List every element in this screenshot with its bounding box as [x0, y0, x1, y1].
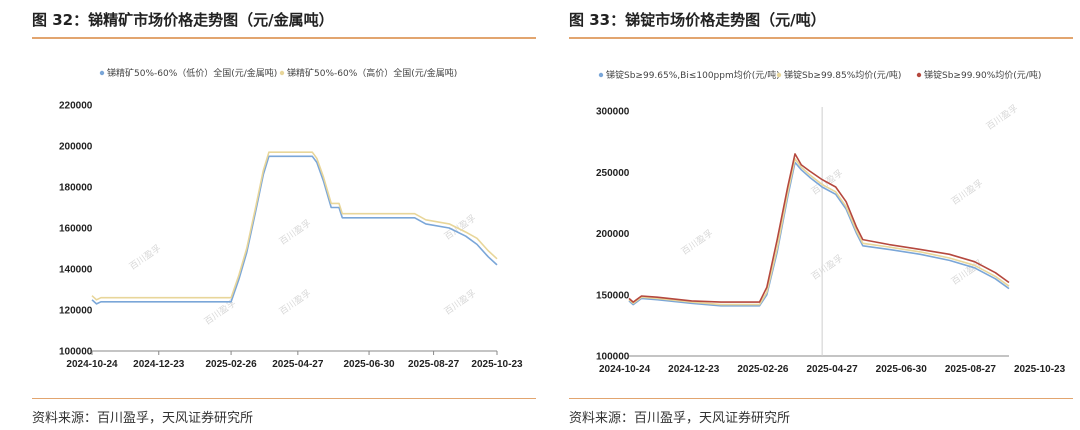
watermark-text: 百川盈孚	[809, 252, 845, 282]
x-tick-label: 2025-04-27	[807, 364, 859, 375]
legend-label: 锑精矿50%-60%（低价）全国(元/金属吨)	[107, 67, 277, 79]
y-tick-label: 220000	[59, 101, 93, 112]
price-line-chart: 百川盈孚百川盈孚百川盈孚百川盈孚百川盈孚百川盈孚1000001200001400…	[59, 67, 523, 370]
watermark-text: 百川盈孚	[277, 287, 313, 317]
y-tick-label: 120000	[59, 306, 93, 317]
x-tick-label: 2024-10-24	[599, 364, 651, 375]
x-tick-label: 2025-02-26	[737, 364, 789, 375]
figure-title: 图 33：锑锭市场价格走势图（元/吨）	[569, 11, 826, 29]
legend-label: 锑锭Sb≥99.90%均价(元/吨)	[924, 69, 1041, 81]
y-tick-label: 160000	[59, 224, 93, 235]
legend-marker	[598, 72, 604, 78]
legend-label: 锑锭Sb≥99.85%均价(元/吨)	[784, 69, 901, 81]
source-rule	[32, 398, 536, 399]
x-tick-label: 2025-02-26	[206, 359, 258, 370]
watermark-text: 百川盈孚	[442, 287, 478, 317]
x-tick-label: 2025-08-27	[945, 364, 997, 375]
y-tick-label: 200000	[596, 229, 630, 240]
watermark-text: 百川盈孚	[984, 102, 1020, 132]
legend-label: 锑精矿50%-60%（高价）全国(元/金属吨)	[287, 67, 457, 79]
x-tick-label: 2025-10-23	[471, 359, 523, 370]
x-tick-label: 2025-06-30	[876, 364, 928, 375]
watermark-text: 百川盈孚	[679, 227, 715, 257]
legend-marker	[99, 70, 105, 76]
y-tick-label: 300000	[596, 107, 630, 118]
source-note: 资料来源：百川盈孚，天风证券研究所	[32, 411, 254, 426]
series-line-1	[628, 161, 1010, 307]
x-tick-label: 2025-04-27	[272, 359, 324, 370]
series-line-1	[91, 155, 498, 305]
y-tick-label: 200000	[59, 142, 93, 153]
chart-panel-antimony-concentrate: 图 32：锑精矿市场价格走势图（元/金属吨） 百川盈孚 百川盈孚 百川盈孚 百川盈孚百…	[32, 0, 536, 430]
legend-marker	[916, 72, 922, 78]
source-note: 资料来源：百川盈孚，天风证券研究所	[569, 411, 791, 426]
legend-marker	[776, 72, 782, 78]
x-tick-label: 2025-06-30	[343, 359, 395, 370]
legend-label: 锑锭Sb≥99.65%,Bi≤100ppm均价(元/吨)	[606, 69, 780, 81]
source-rule	[569, 398, 1073, 399]
y-tick-label: 100000	[596, 352, 630, 363]
legend-marker	[279, 70, 285, 76]
y-tick-label: 150000	[596, 290, 630, 301]
x-tick-label: 2024-12-23	[668, 364, 720, 375]
y-tick-label: 100000	[59, 347, 93, 358]
watermark-text: 百川盈孚	[127, 242, 163, 272]
series-line-3	[628, 153, 1010, 303]
watermark-text: 百川盈孚	[277, 217, 313, 247]
y-tick-label: 250000	[596, 168, 630, 179]
y-tick-label: 140000	[59, 265, 93, 276]
title-rule	[32, 37, 536, 39]
x-tick-label: 2025-08-27	[408, 359, 460, 370]
series-line-2	[628, 158, 1010, 306]
chart-panel-antimony-ingot: 图 33：锑锭市场价格走势图（元/吨） 百川盈孚 百川盈孚 百川盈孚 百川盈孚 百川盈孚…	[569, 0, 1073, 430]
price-line-chart: 百川盈孚百川盈孚百川盈孚百川盈孚百川盈孚百川盈孚1000001500002000…	[596, 69, 1066, 375]
x-tick-label: 2025-10-23	[1014, 364, 1066, 375]
watermark-text: 百川盈孚	[949, 177, 985, 207]
x-tick-label: 2024-12-23	[133, 359, 185, 370]
title-rule	[569, 37, 1073, 39]
series-line-2	[91, 151, 498, 301]
y-tick-label: 180000	[59, 183, 93, 194]
figure-title: 图 32：锑精矿市场价格走势图（元/金属吨）	[32, 11, 334, 29]
x-tick-label: 2024-10-24	[66, 359, 118, 370]
